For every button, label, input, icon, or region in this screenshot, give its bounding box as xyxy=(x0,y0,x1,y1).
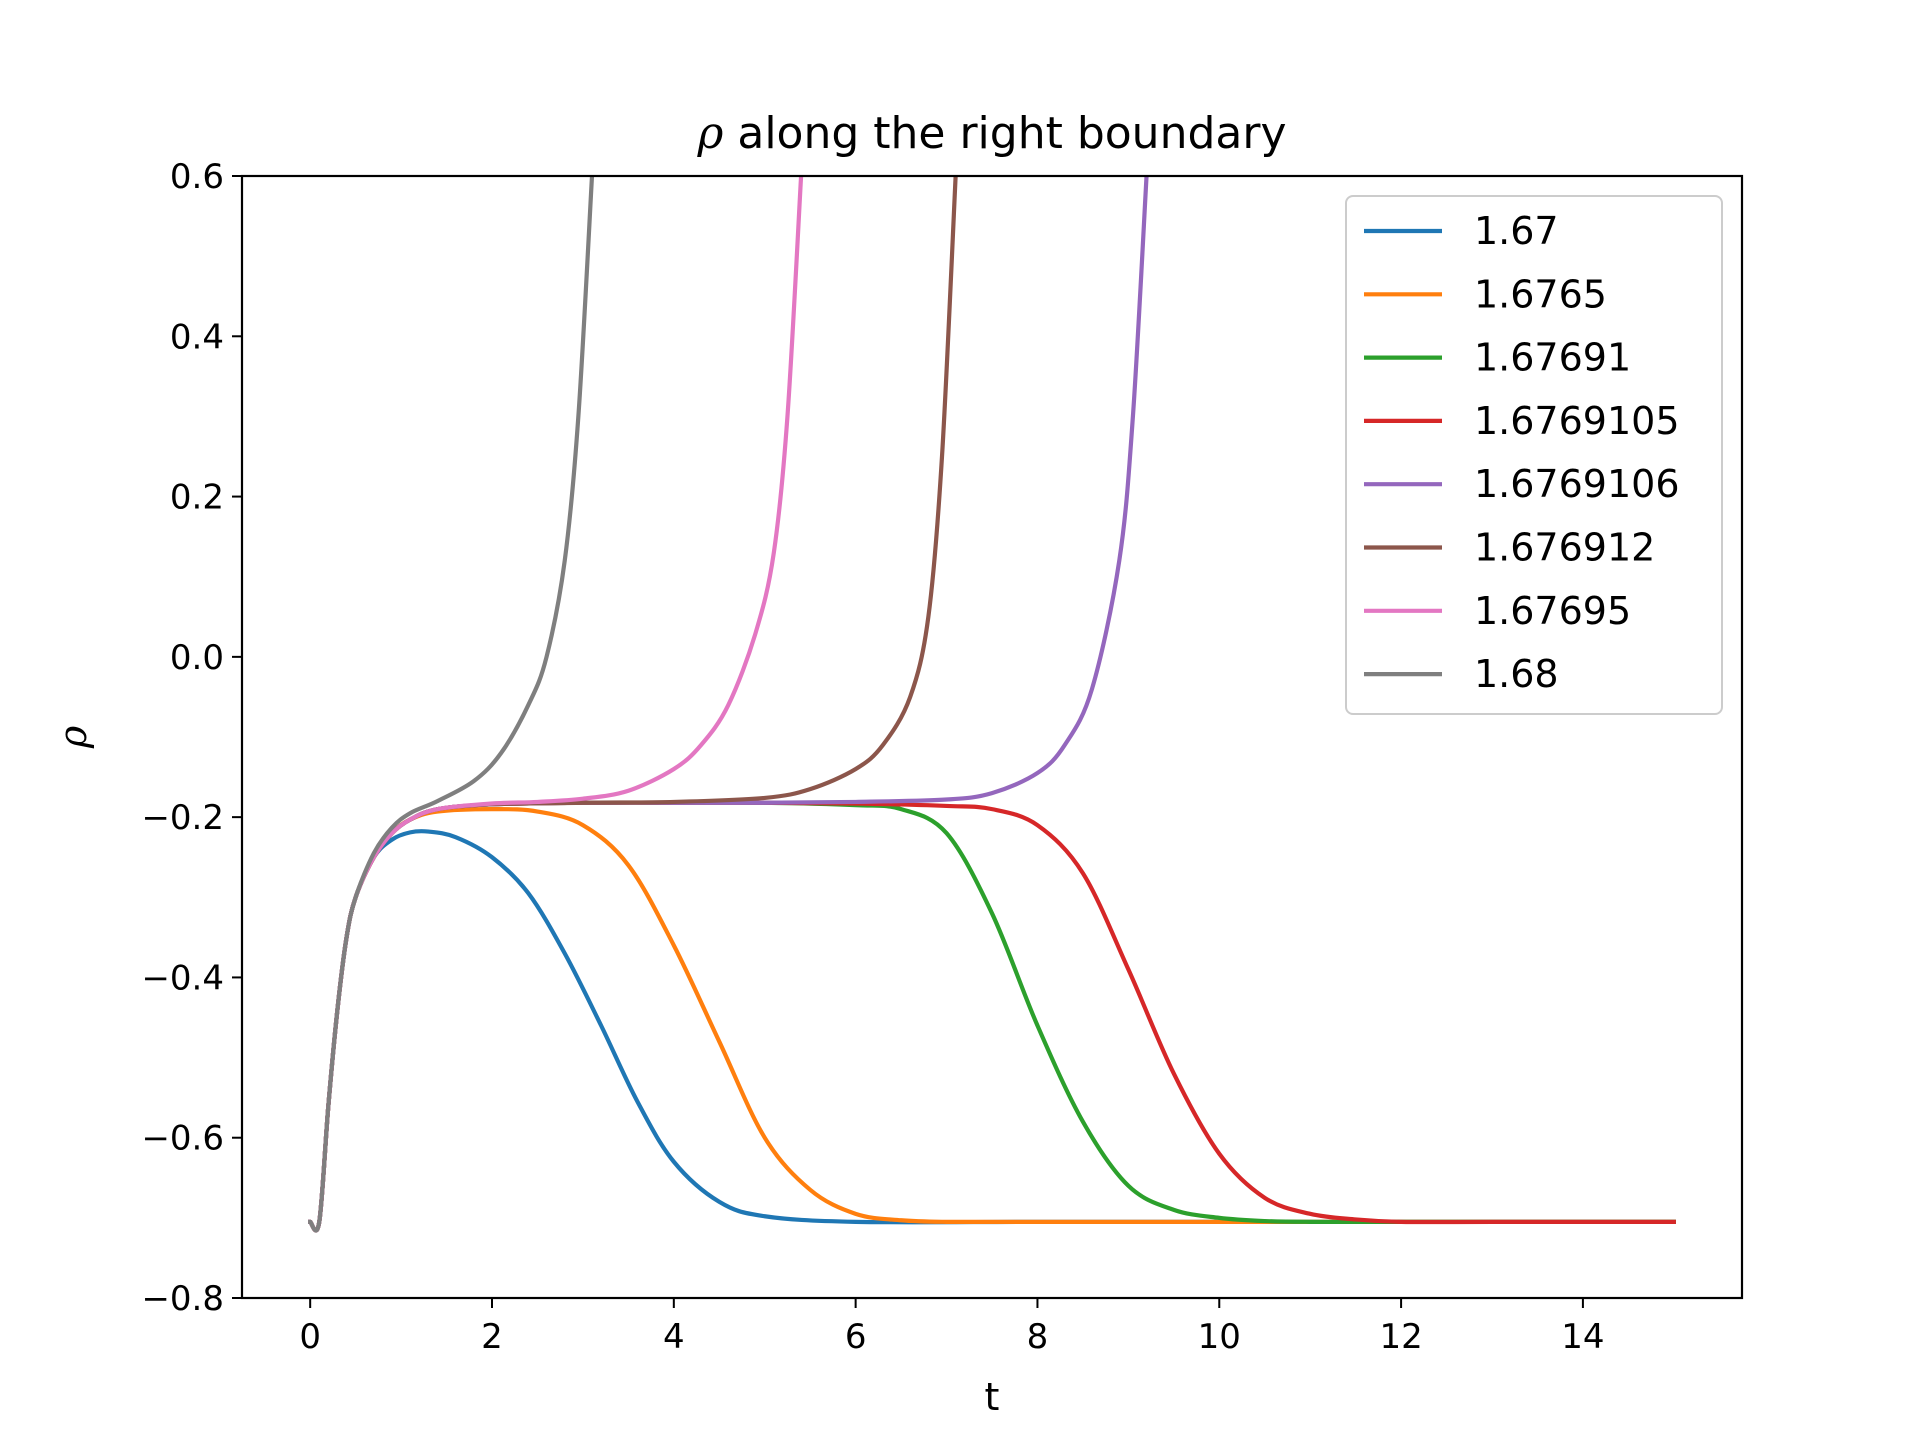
legend-label-0: 1.67 xyxy=(1474,209,1559,253)
x-axis: 0 2 4 6 8 10 12 14 xyxy=(299,1298,1605,1357)
x-axis-label: t xyxy=(985,1375,1000,1419)
x-tick-label: 14 xyxy=(1561,1317,1604,1357)
x-tick-label: 4 xyxy=(663,1317,685,1357)
legend-label-7: 1.68 xyxy=(1474,652,1559,696)
legend-label-2: 1.67691 xyxy=(1474,336,1631,380)
series-line-7 xyxy=(308,176,595,1233)
series-group xyxy=(308,176,1676,1233)
x-tick-label: 8 xyxy=(1027,1317,1049,1357)
x-tick-label: 0 xyxy=(299,1317,321,1357)
x-tick-label: 10 xyxy=(1198,1317,1241,1357)
title-symbol: ρ xyxy=(697,108,724,159)
x-tick-label: 6 xyxy=(845,1317,867,1357)
y-tick-label: −0.6 xyxy=(141,1119,224,1159)
plot-frame xyxy=(240,174,1744,1300)
y-axis: −0.8 −0.6 −0.4 −0.2 0.0 0.2 0.4 0.6 xyxy=(141,157,242,1319)
y-tick-label: −0.8 xyxy=(141,1279,224,1319)
y-tick-label: −0.4 xyxy=(141,958,224,998)
legend-label-1: 1.6765 xyxy=(1474,272,1607,316)
title-rest: along the right boundary xyxy=(723,108,1286,159)
x-tick-label: 2 xyxy=(481,1317,503,1357)
y-tick-label: −0.2 xyxy=(141,798,224,838)
y-tick-label: 0.2 xyxy=(170,478,224,518)
y-tick-label: 0.4 xyxy=(170,317,224,357)
y-tick-label: 0.6 xyxy=(170,157,224,197)
legend-label-6: 1.67695 xyxy=(1474,589,1631,633)
x-tick-label: 12 xyxy=(1379,1317,1422,1357)
chart-title: ρ along the right boundary xyxy=(697,108,1287,159)
legend: 1.67 1.6765 1.67691 1.6769105 1.6769106 1.676… xyxy=(1345,195,1723,715)
legend-label-3: 1.6769105 xyxy=(1474,399,1680,443)
legend-label-4: 1.6769106 xyxy=(1474,462,1680,506)
y-axis-label: ρ xyxy=(51,725,95,749)
legend-label-5: 1.676912 xyxy=(1474,526,1655,570)
legend-box xyxy=(1345,195,1723,715)
plot-area xyxy=(240,174,1744,1300)
y-tick-label: 0.0 xyxy=(170,638,224,678)
